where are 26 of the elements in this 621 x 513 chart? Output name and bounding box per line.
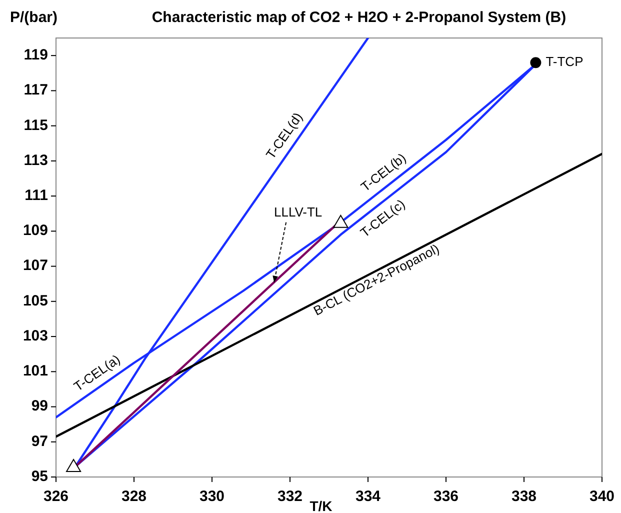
y-tick-label: 113 — [24, 152, 48, 169]
y-tick-label: 103 — [22, 327, 48, 344]
series-label: LLLV-TL — [274, 204, 322, 220]
y-tick-label: 109 — [22, 222, 48, 240]
y-axis-title: P/(bar) — [10, 9, 58, 26]
y-tick-label: 101 — [22, 362, 48, 380]
series-label: T-TCP — [546, 54, 584, 70]
chart-title: Characteristic map of CO2 + H2O + 2-Propanol System (B) — [152, 9, 566, 26]
y-tick-label: 107 — [22, 257, 48, 274]
y-tick-label: 117 — [24, 82, 48, 99]
x-axis-title: T/K — [310, 498, 332, 513]
y-tick-label: 115 — [24, 116, 48, 134]
y-tick-label: 99 — [31, 398, 48, 415]
y-tick-label: 95 — [31, 468, 48, 485]
y-tick-label: 105 — [22, 292, 48, 310]
x-tick-label: 338 — [511, 488, 537, 505]
x-tick-label: 328 — [121, 488, 147, 505]
y-tick-label: 119 — [24, 46, 48, 64]
x-tick-label: 336 — [433, 488, 459, 505]
x-tick-label: 330 — [199, 488, 225, 505]
x-tick-label: 332 — [277, 488, 303, 505]
x-tick-label: 340 — [589, 488, 615, 505]
y-tick-label: 111 — [24, 187, 48, 204]
x-tick-label: 334 — [355, 488, 382, 505]
y-tick-label: 97 — [31, 432, 48, 450]
x-tick-label: 326 — [43, 488, 69, 505]
